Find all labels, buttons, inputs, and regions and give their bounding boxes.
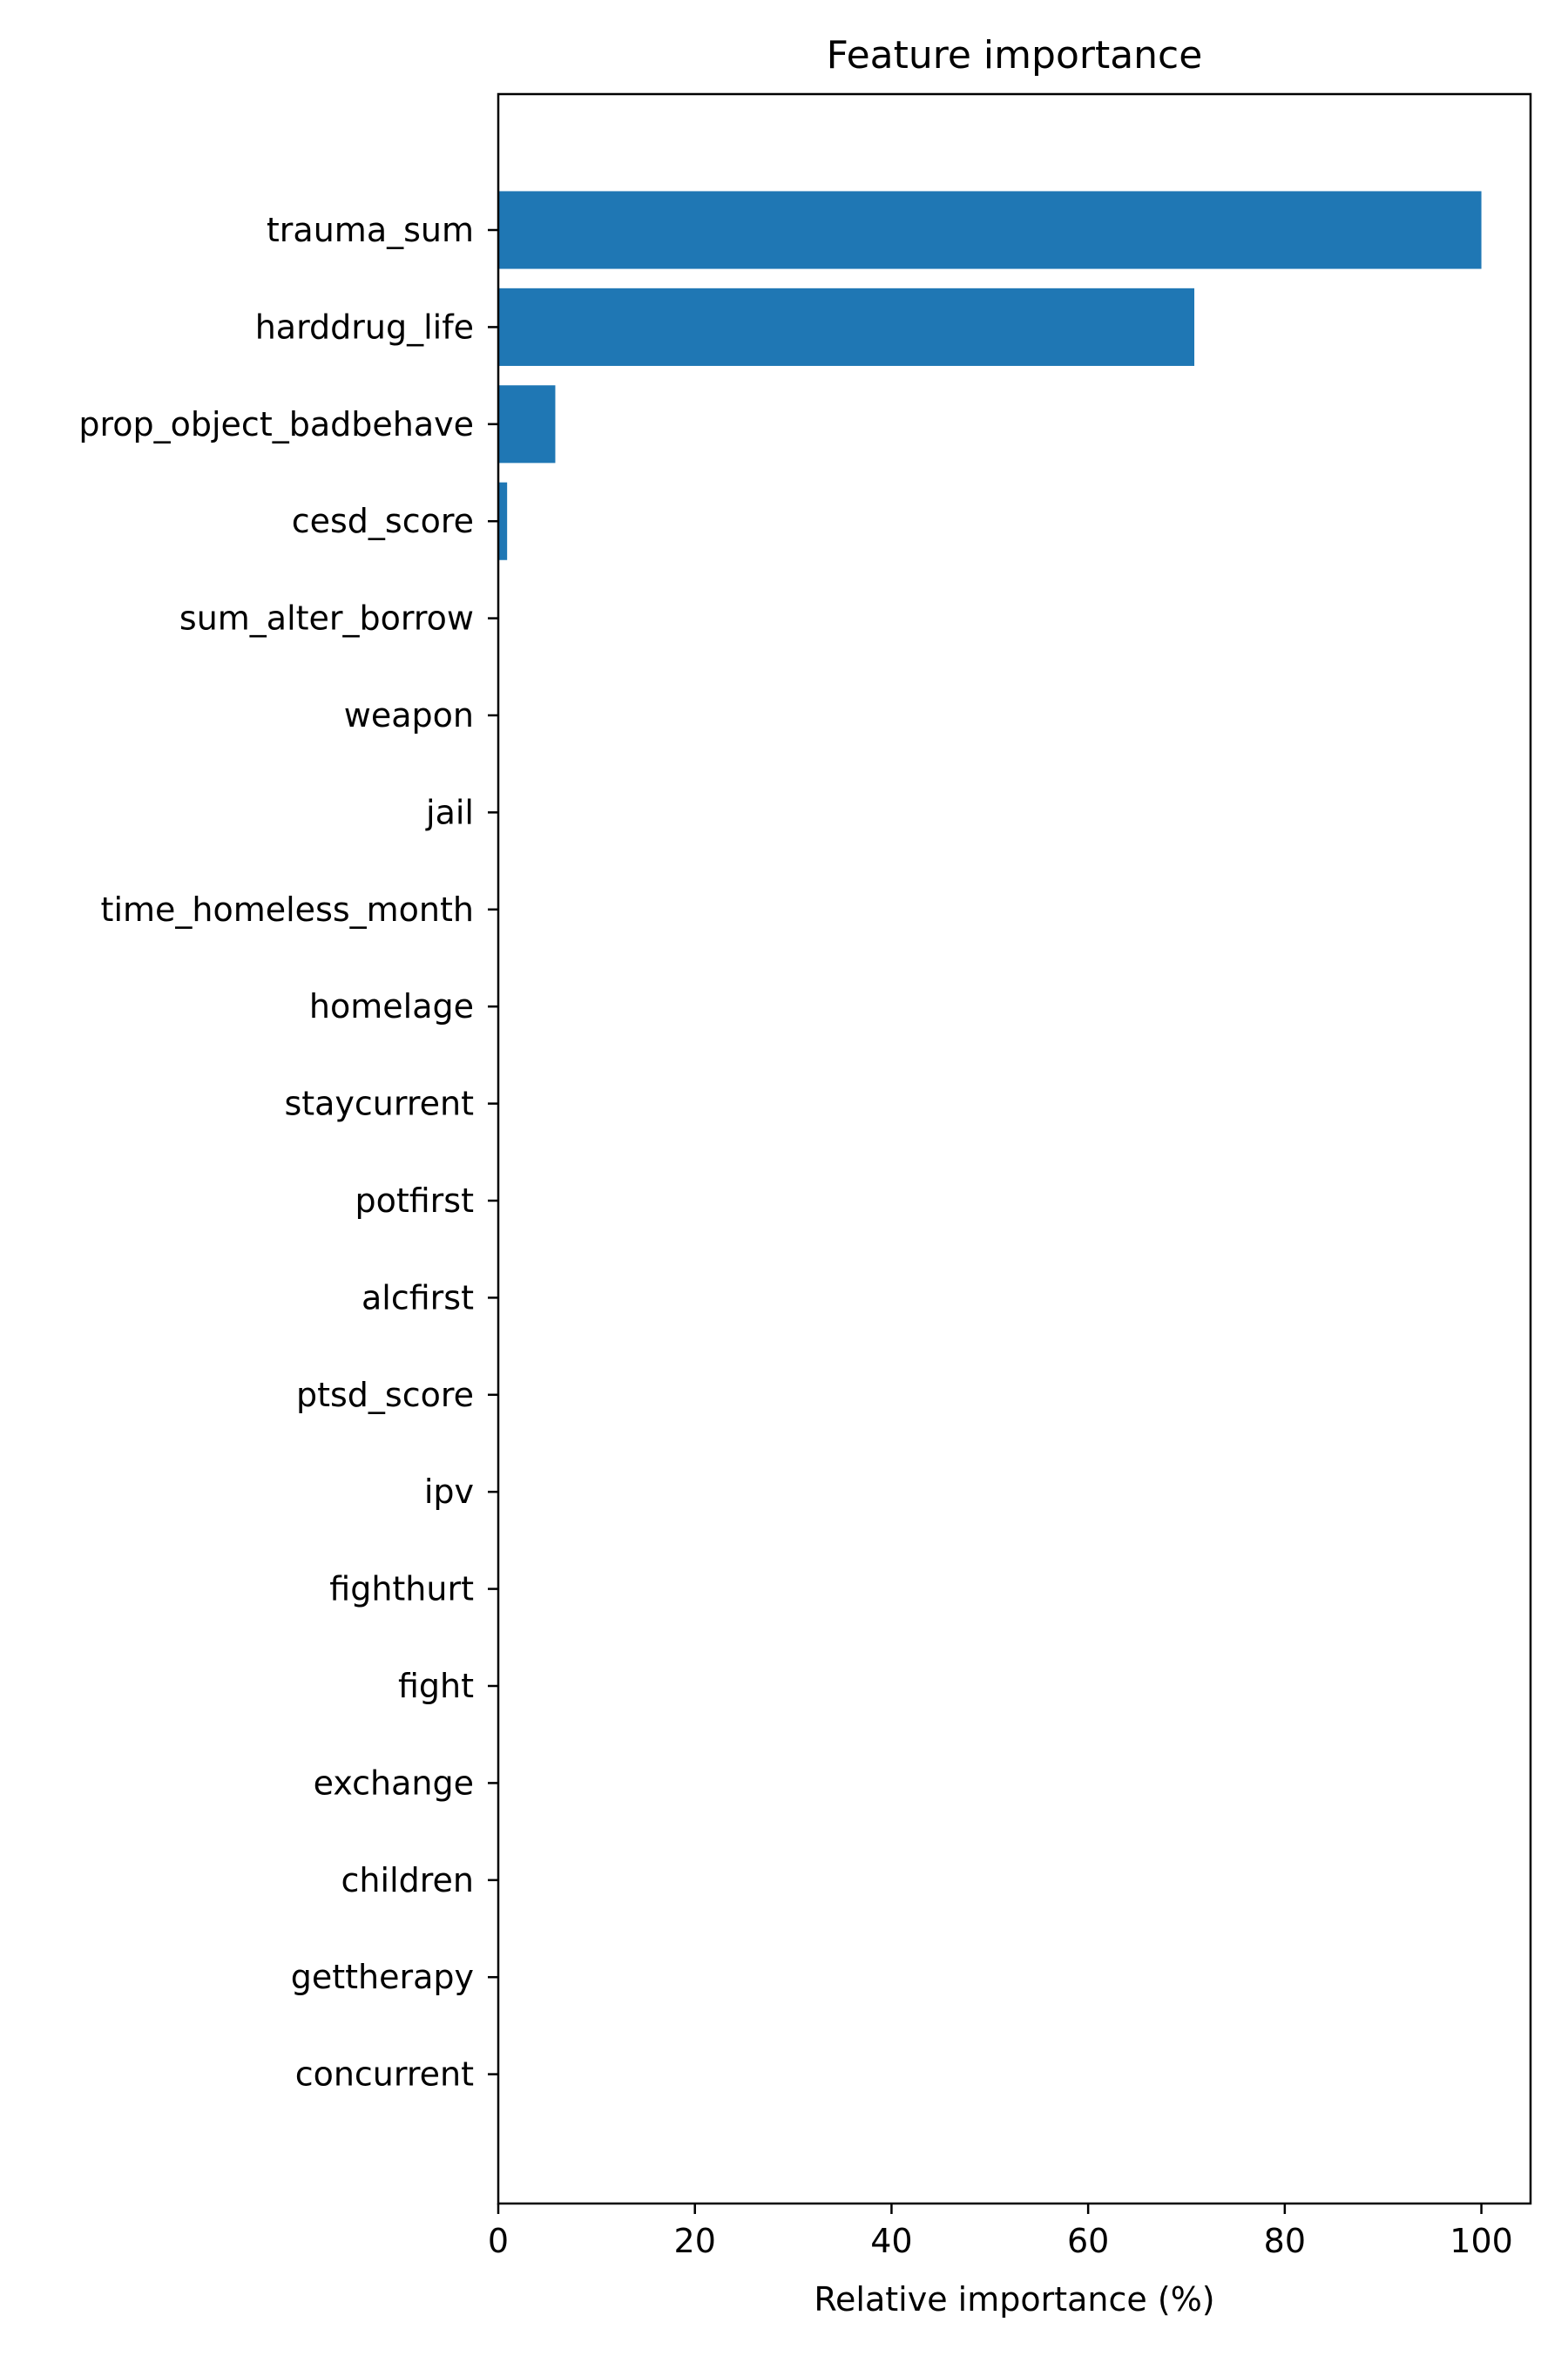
plot-frame — [497, 92, 1532, 2205]
x-tick-label: 60 — [1067, 2222, 1109, 2260]
x-tick-label: 20 — [674, 2222, 716, 2260]
y-tick-label: staycurrent — [284, 1085, 474, 1123]
y-tick-label: exchange — [314, 1764, 474, 1802]
x-tick-label: 80 — [1264, 2222, 1306, 2260]
y-tick-label: gettherapy — [291, 1958, 474, 1996]
bar-harddrug-life — [498, 288, 1195, 366]
chart-title: Feature importance — [827, 33, 1203, 78]
bar-prop-object-badbehave — [498, 385, 556, 464]
y-tick-label: prop_object_badbehave — [78, 405, 474, 443]
y-tick-label: alcfirst — [362, 1278, 474, 1317]
x-axis-ticks: 0 20 40 60 80 100 — [488, 2204, 1513, 2260]
y-tick-label: homelage — [309, 987, 474, 1026]
x-tick-label: 100 — [1450, 2222, 1513, 2260]
y-tick-label: harddrug_life — [255, 308, 474, 346]
y-tick-label: potfirst — [355, 1181, 474, 1220]
y-tick-label: weapon — [344, 696, 474, 735]
y-tick-label: trauma_sum — [267, 211, 474, 249]
x-tick-label: 0 — [488, 2222, 509, 2260]
x-axis-label: Relative importance (%) — [814, 2280, 1214, 2319]
y-tick-label: fight — [398, 1667, 474, 1705]
y-tick-label: children — [341, 1861, 474, 1899]
y-tick-label: jail — [425, 793, 474, 831]
y-tick-label: fighthurt — [329, 1570, 474, 1608]
y-tick-label: cesd_score — [292, 502, 474, 540]
y-axis-ticks: trauma_sum harddrug_life prop_object_badbe… — [78, 211, 498, 2094]
y-tick-label: ipv — [424, 1472, 474, 1511]
y-tick-label: concurrent — [295, 2055, 474, 2094]
bar-cesd-score — [498, 482, 508, 560]
x-tick-label: 40 — [870, 2222, 912, 2260]
y-tick-label: sum_alter_borrow — [179, 599, 474, 638]
bar-trauma-sum — [498, 191, 1482, 269]
bars-layer — [498, 191, 1482, 560]
y-tick-label: ptsd_score — [296, 1376, 474, 1414]
y-tick-label: time_homeless_month — [101, 890, 474, 929]
